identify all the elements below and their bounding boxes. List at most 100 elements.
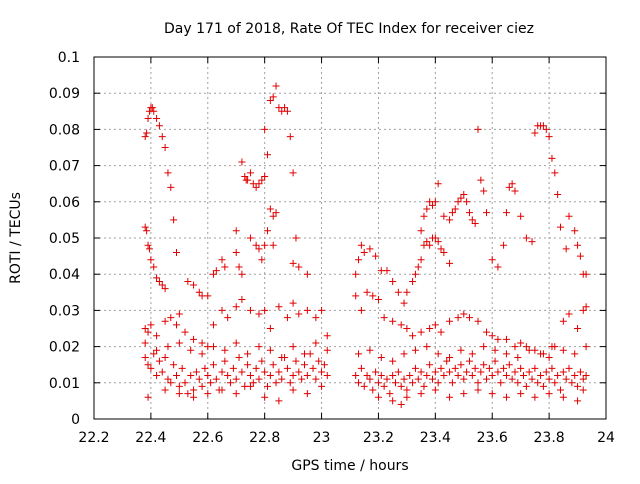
data-point bbox=[562, 245, 570, 253]
data-point bbox=[568, 379, 576, 387]
data-point bbox=[488, 390, 496, 398]
data-point bbox=[167, 183, 175, 191]
y-tick-label: 0.08 bbox=[49, 122, 80, 138]
data-point bbox=[446, 393, 454, 401]
data-point bbox=[289, 372, 297, 380]
data-point bbox=[229, 364, 237, 372]
data-point bbox=[562, 375, 570, 383]
data-point bbox=[471, 220, 479, 228]
data-point bbox=[520, 372, 528, 380]
data-point bbox=[266, 325, 274, 332]
data-point bbox=[537, 372, 545, 380]
data-points bbox=[141, 82, 590, 409]
data-point bbox=[255, 245, 263, 253]
data-point bbox=[164, 169, 172, 177]
data-point bbox=[155, 277, 163, 285]
data-point bbox=[502, 335, 510, 343]
data-point bbox=[352, 270, 360, 278]
data-point bbox=[437, 364, 445, 372]
data-point bbox=[559, 393, 567, 401]
data-point bbox=[443, 357, 451, 365]
data-point bbox=[474, 125, 482, 133]
data-point bbox=[224, 372, 232, 380]
data-point bbox=[150, 263, 158, 271]
x-tick-label: 22.6 bbox=[192, 430, 223, 446]
data-point bbox=[431, 386, 439, 394]
data-point bbox=[517, 339, 525, 347]
data-point bbox=[389, 317, 397, 325]
data-point bbox=[451, 364, 459, 372]
data-point bbox=[198, 350, 206, 358]
data-point bbox=[423, 372, 431, 380]
data-point bbox=[491, 357, 499, 365]
data-point bbox=[144, 115, 152, 123]
data-point bbox=[318, 306, 326, 314]
data-point bbox=[369, 386, 377, 394]
data-point bbox=[522, 382, 530, 390]
data-point bbox=[497, 379, 505, 387]
data-point bbox=[465, 314, 473, 322]
data-point bbox=[181, 328, 189, 336]
data-point bbox=[187, 372, 195, 380]
data-point bbox=[517, 364, 525, 372]
data-point bbox=[454, 372, 462, 380]
data-point bbox=[195, 375, 203, 383]
data-point bbox=[582, 303, 590, 311]
data-point bbox=[389, 277, 397, 285]
data-point bbox=[141, 339, 149, 347]
data-point bbox=[360, 382, 368, 390]
data-point bbox=[426, 361, 434, 369]
data-point bbox=[582, 343, 590, 351]
data-point bbox=[556, 386, 564, 394]
data-point bbox=[559, 317, 567, 325]
data-point bbox=[272, 209, 280, 217]
data-point bbox=[374, 379, 382, 387]
data-point bbox=[554, 372, 562, 380]
data-point bbox=[428, 375, 436, 383]
data-point bbox=[414, 263, 422, 271]
data-point bbox=[298, 375, 306, 383]
data-point bbox=[511, 187, 519, 195]
data-point bbox=[528, 238, 536, 246]
x-axis-label: GPS time / hours bbox=[291, 458, 408, 474]
data-point bbox=[283, 107, 291, 115]
data-point bbox=[377, 353, 385, 361]
data-point bbox=[153, 332, 161, 340]
data-point bbox=[303, 390, 311, 398]
data-point bbox=[485, 364, 493, 372]
data-point bbox=[143, 227, 151, 235]
data-point bbox=[238, 296, 246, 304]
data-point bbox=[164, 343, 172, 351]
data-point bbox=[369, 292, 377, 300]
data-point bbox=[141, 133, 149, 141]
data-point bbox=[457, 346, 465, 354]
data-point bbox=[153, 346, 161, 354]
data-point bbox=[232, 303, 240, 311]
data-point bbox=[468, 350, 476, 358]
y-tick-label: 0.01 bbox=[49, 376, 80, 392]
data-point bbox=[141, 325, 149, 332]
data-point bbox=[181, 379, 189, 387]
data-point bbox=[392, 379, 400, 387]
data-point bbox=[531, 129, 539, 137]
data-point bbox=[244, 361, 252, 369]
data-point bbox=[417, 368, 425, 376]
y-tick-label: 0.07 bbox=[49, 159, 80, 175]
data-point bbox=[252, 241, 260, 249]
data-point bbox=[448, 379, 456, 387]
data-point bbox=[403, 393, 411, 401]
data-point bbox=[357, 306, 365, 314]
data-point bbox=[440, 248, 448, 256]
data-point bbox=[537, 350, 545, 358]
data-point bbox=[400, 299, 408, 307]
data-point bbox=[437, 245, 445, 253]
data-point bbox=[172, 248, 180, 256]
y-tick-label: 0.09 bbox=[49, 86, 80, 102]
data-point bbox=[261, 306, 269, 314]
data-point bbox=[175, 339, 183, 347]
x-tick-label: 23.2 bbox=[363, 430, 394, 446]
x-tick-label: 23.6 bbox=[477, 430, 508, 446]
data-point bbox=[238, 368, 246, 376]
data-point bbox=[170, 361, 178, 369]
data-point bbox=[292, 357, 300, 365]
